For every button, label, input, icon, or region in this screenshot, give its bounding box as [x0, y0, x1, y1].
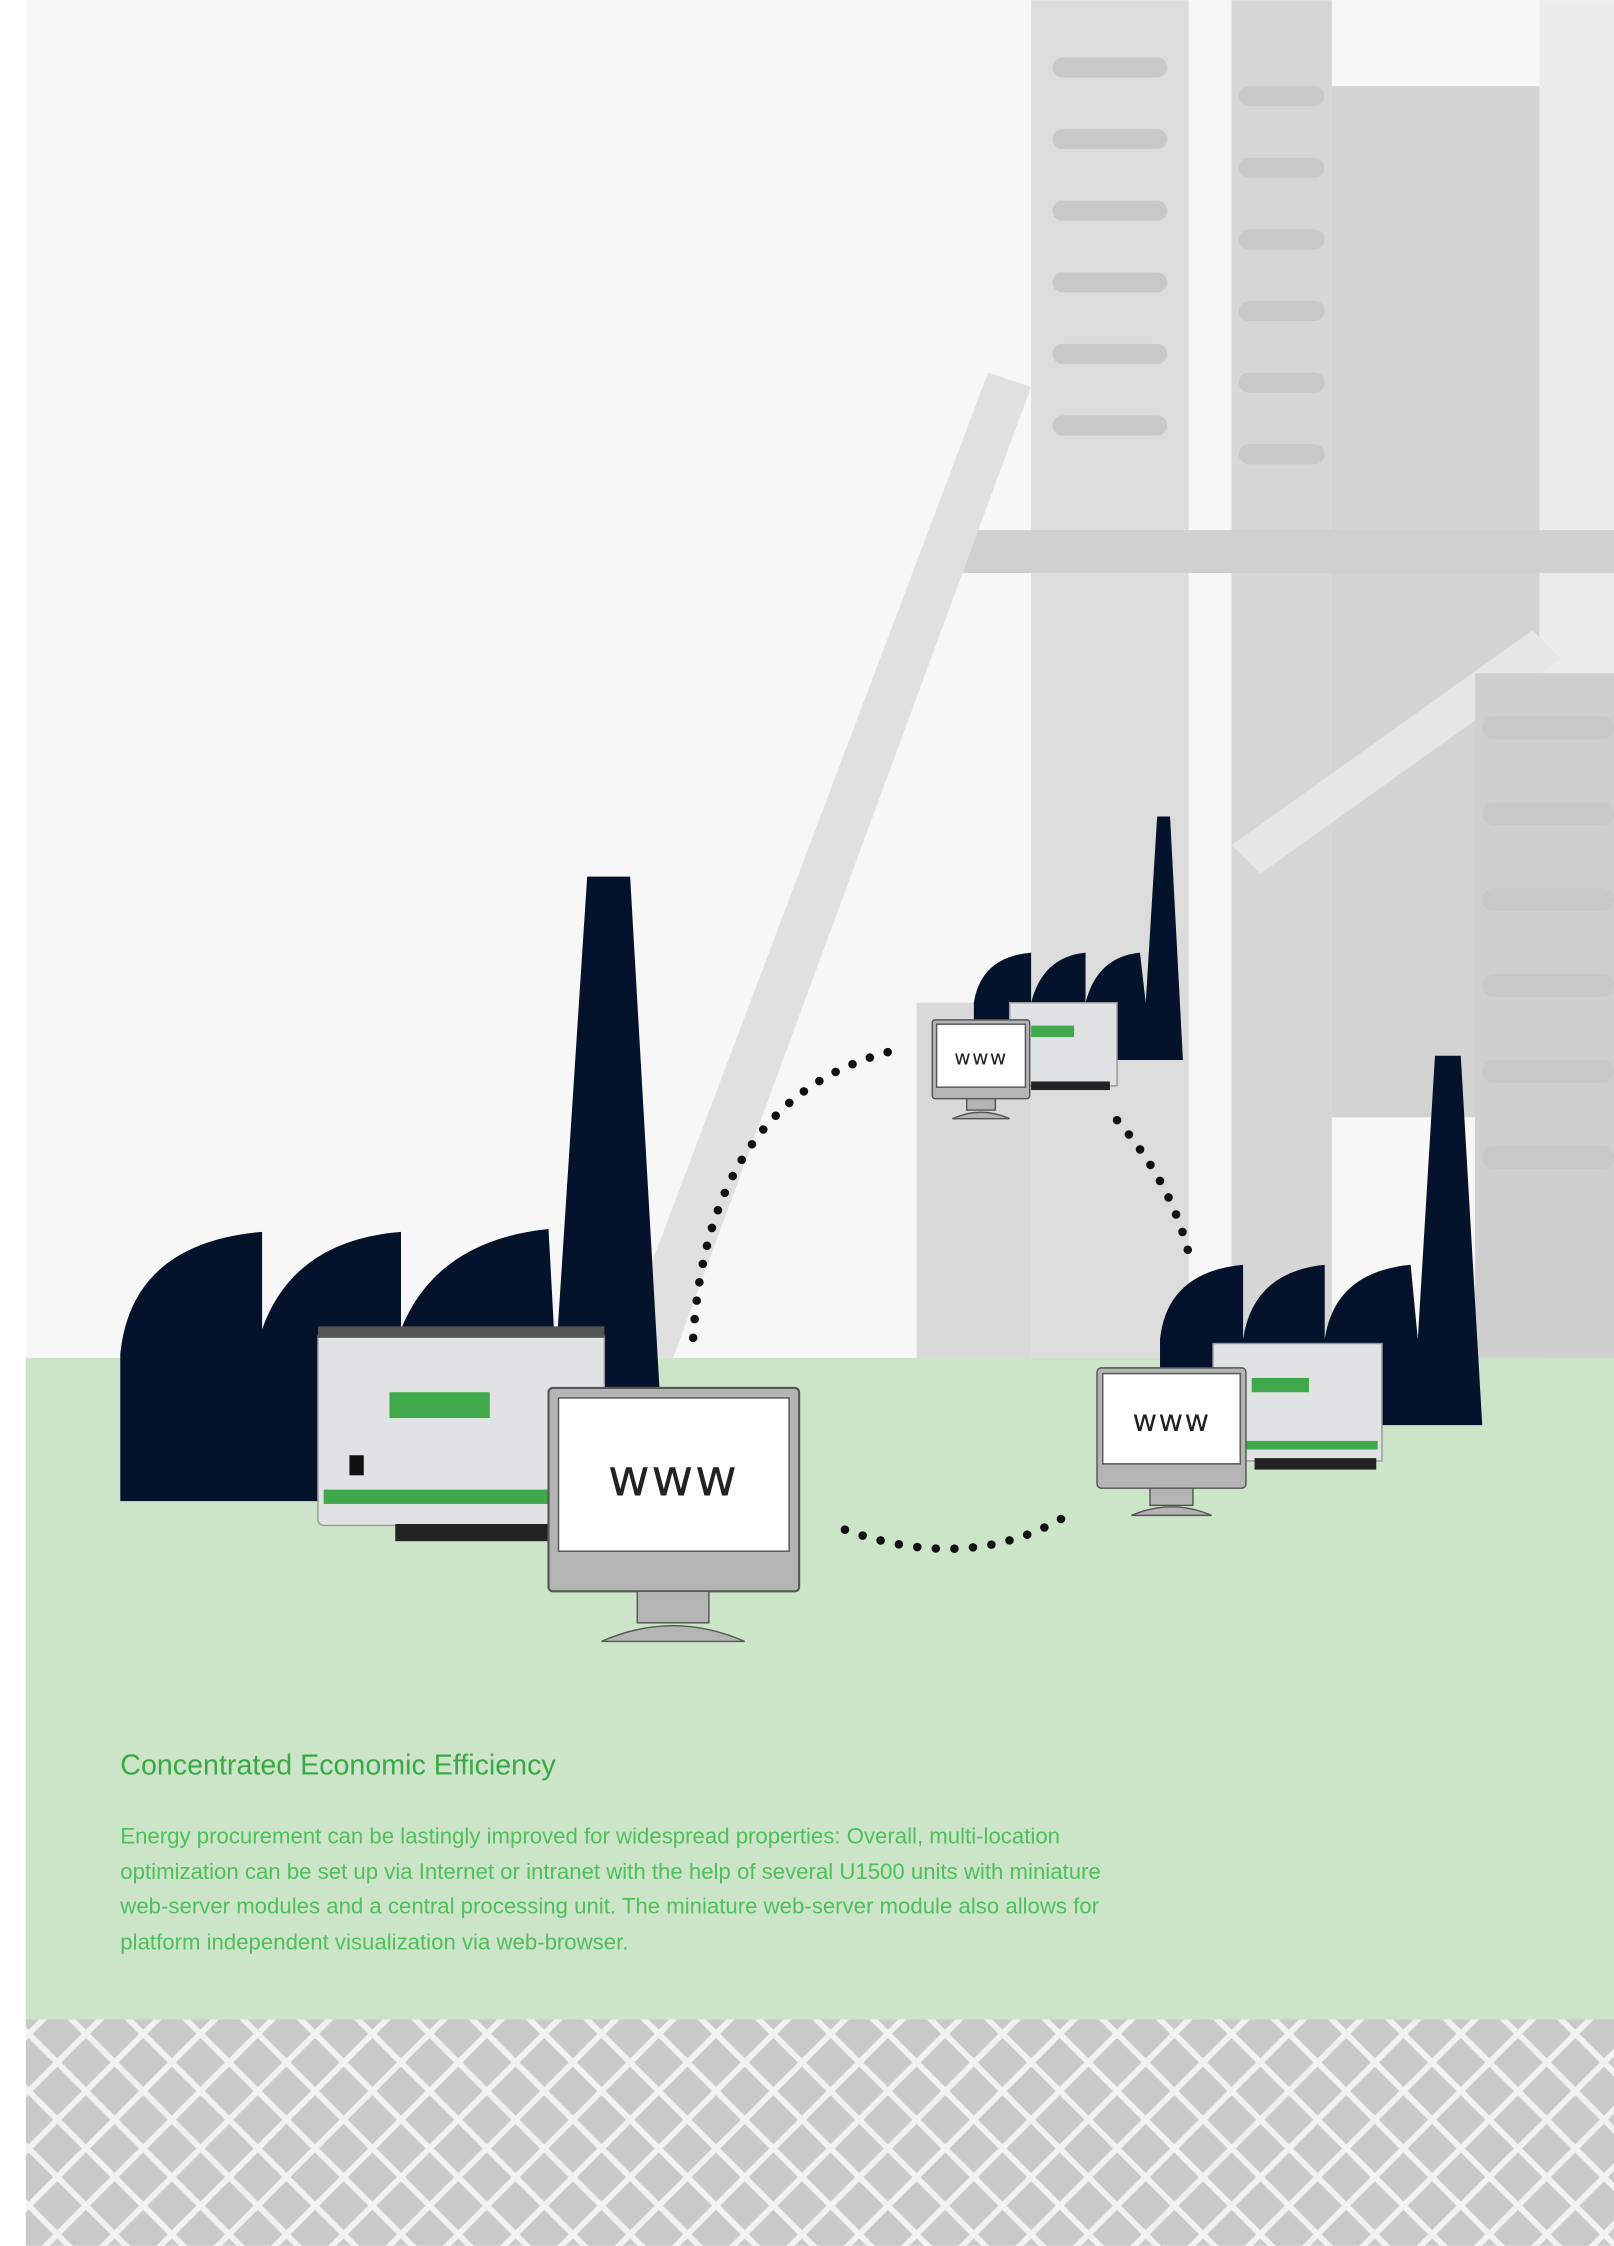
body-line: platform independent visualization via w… [120, 1929, 628, 1954]
fence-photo [26, 2020, 1614, 2246]
heading: Concentrated Economic Efficiency [120, 1750, 556, 1782]
www-label: www [608, 1448, 739, 1508]
www-label: www [1132, 1404, 1210, 1439]
body-line: Energy procurement can be lastingly impr… [120, 1823, 1060, 1848]
body-line: optimization can be set up via Internet … [120, 1859, 1100, 1884]
page: www www www Concentrated Economic Effici… [0, 0, 1614, 2246]
background-photo [26, 0, 1614, 1358]
body-line: web-server modules and a central process… [119, 1894, 1099, 1919]
www-label: www [954, 1045, 1007, 1069]
